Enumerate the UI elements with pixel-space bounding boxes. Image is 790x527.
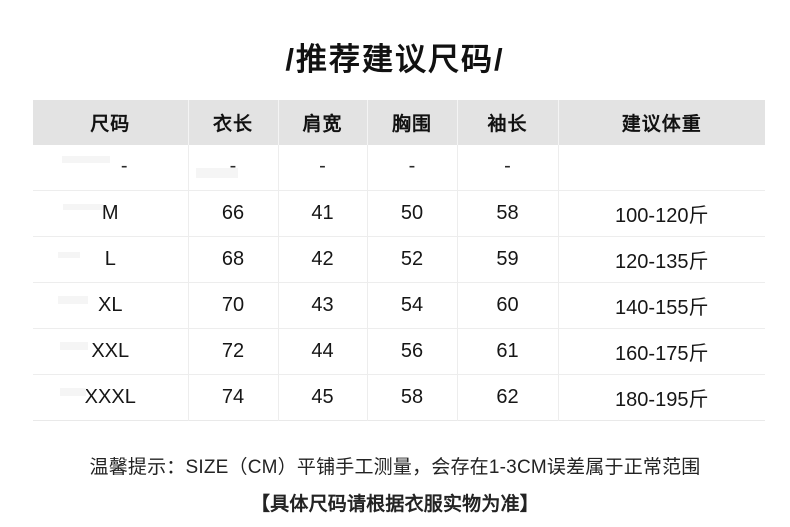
cell-bust-value: - [408, 155, 416, 177]
column-header-sleeve: 袖长 [457, 100, 559, 145]
cell-length: 72 [188, 328, 279, 375]
cell-shoulder: 41 [278, 190, 368, 237]
page-title-container: /推荐建议尺码/ [0, 34, 790, 79]
cell-sleeve: 61 [457, 328, 559, 375]
cell-size: XXL [33, 328, 189, 375]
column-header-size: 尺码 [33, 100, 189, 145]
table-row: - - - - - [33, 145, 765, 191]
cell-shoulder: 44 [278, 328, 368, 375]
cell-bust: 58 [367, 374, 458, 421]
cell-bust: 50 [367, 190, 458, 237]
cell-length: - [188, 145, 279, 191]
cell-bust: 56 [367, 328, 458, 375]
table-body: - - - - - M 66 41 50 58 100-120斤 [33, 145, 765, 421]
cell-shoulder-value: - [319, 155, 326, 177]
cell-size: M [33, 190, 189, 237]
cell-sleeve-value: - [504, 155, 511, 177]
cell-length: 70 [188, 282, 279, 329]
column-header-weight: 建议体重 [621, 114, 702, 135]
table-header-row: 尺码 衣长 肩宽 胸围 袖长 建议体重 [33, 100, 765, 145]
cell-sleeve: 62 [457, 374, 559, 421]
table-row: XXXL 74 45 58 62 180-195斤 [33, 374, 765, 421]
column-header-bust: 胸围 [367, 100, 458, 145]
cell-length: 68 [188, 236, 279, 283]
cell-shoulder: 45 [278, 374, 368, 421]
cell-weight [558, 145, 765, 191]
cell-weight: 180-195斤 [615, 389, 709, 411]
cell-weight: 160-175斤 [615, 343, 709, 365]
cell-sleeve: 59 [457, 236, 559, 283]
cell-size-value: - [120, 155, 128, 177]
cell-shoulder: 43 [278, 282, 368, 329]
table-row: XL 70 43 54 60 140-155斤 [33, 282, 765, 329]
cell-weight: 100-120斤 [615, 205, 709, 227]
cell-sleeve: 58 [457, 190, 559, 237]
cell-shoulder: 42 [278, 236, 368, 283]
table-row: L 68 42 52 59 120-135斤 [33, 236, 765, 283]
table-header: 尺码 衣长 肩宽 胸围 袖长 建议体重 [33, 100, 765, 145]
cell-length-value: - [229, 155, 237, 177]
cell-size: - [33, 145, 189, 191]
cell-bust: 54 [367, 282, 458, 329]
cell-sleeve: - [457, 145, 559, 191]
cell-size: XXXL [33, 374, 189, 421]
cell-size: L [33, 236, 189, 283]
column-header-length: 衣长 [188, 100, 279, 145]
table-row: XXL 72 44 56 61 160-175斤 [33, 328, 765, 375]
cell-bust: 52 [367, 236, 458, 283]
note-measurement-disclaimer: 温馨提示：SIZE（CM）平铺手工测量，会存在1-3CM误差属于正常范围 [89, 457, 701, 478]
note-actual-garment-disclaimer: 【具体尺码请根据衣服实物为准】 [250, 494, 539, 515]
cell-shoulder: - [278, 145, 368, 191]
cell-weight: 140-155斤 [615, 297, 709, 319]
cell-bust: - [367, 145, 458, 191]
column-header-shoulder: 肩宽 [278, 100, 368, 145]
cell-sleeve: 60 [457, 282, 559, 329]
cell-size: XL [33, 282, 189, 329]
cell-length: 74 [188, 374, 279, 421]
page-title: /推荐建议尺码/ [285, 42, 505, 77]
cell-weight: 120-135斤 [615, 251, 709, 273]
cell-length: 66 [188, 190, 279, 237]
size-chart-table: 尺码 衣长 肩宽 胸围 袖长 建议体重 - - - - - [33, 100, 765, 421]
table-row: M 66 41 50 58 100-120斤 [33, 190, 765, 237]
